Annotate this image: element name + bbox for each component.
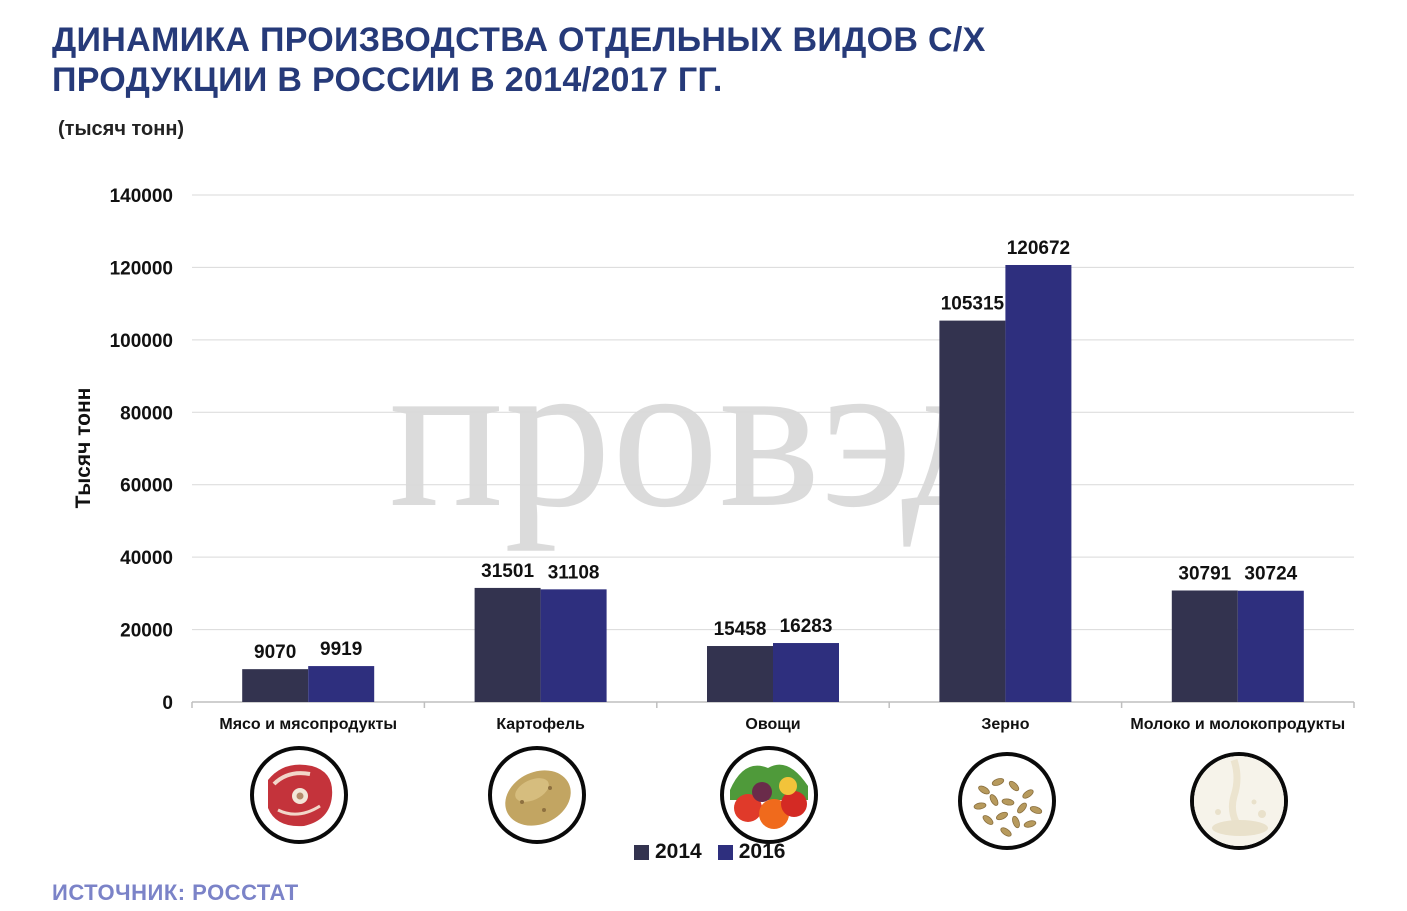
watermark-text: провэд [389, 313, 1011, 552]
data-label: 30724 [1244, 564, 1297, 585]
bar-2016 [540, 589, 607, 702]
milk-icon [1190, 752, 1288, 850]
chart-title-line-2: ПРОДУКЦИИ В РОССИИ В 2014/2017 ГГ. [52, 61, 723, 99]
legend-item-2014: 2014 [634, 840, 702, 864]
y-axis-title: Тысяч тонн [72, 388, 95, 509]
bars [242, 264, 1304, 702]
potato-icon [488, 746, 586, 844]
bar-2016 [308, 666, 375, 702]
x-tick-label: Мясо и мясопродукты [219, 716, 397, 733]
data-label: 9070 [254, 642, 296, 663]
bar-2014 [242, 669, 309, 702]
data-labels: 9070 31501 15458 105315 30791 9919 31108 16283 1… [254, 238, 1298, 663]
data-label: 120672 [1007, 238, 1070, 259]
data-label: 9919 [320, 639, 362, 660]
grain-icon [958, 752, 1056, 850]
y-tick-label: 40000 [120, 548, 173, 569]
bar-2014 [474, 587, 541, 702]
bar-2016 [1237, 590, 1304, 702]
data-label: 105315 [941, 294, 1005, 315]
legend: 2014 2016 [634, 840, 801, 864]
source-note: ИСТОЧНИК: РОССТАТ [52, 880, 299, 905]
meat-icon [250, 746, 348, 844]
legend-label-2016: 2016 [738, 840, 786, 863]
chart-title-line-1: ДИНАМИКА ПРОИЗВОДСТВА ОТДЕЛЬНЫХ ВИДОВ С/… [52, 21, 986, 59]
data-label: 30791 [1178, 563, 1231, 584]
bar-2014 [939, 320, 1006, 702]
y-tick-label: 60000 [120, 476, 173, 497]
data-label: 31501 [481, 561, 534, 582]
x-tick-label: Молоко и молокопродукты [1130, 716, 1345, 733]
data-label: 31108 [548, 562, 600, 583]
x-tick-label: Овощи [745, 716, 800, 733]
y-tick-label: 0 [162, 693, 173, 714]
chart-subtitle: (тысяч тонн) [58, 118, 185, 140]
chart-title: ДИНАМИКА ПРОИЗВОДСТВА ОТДЕЛЬНЫХ ВИДОВ С/… [52, 20, 1152, 100]
x-tick-label: Зерно [981, 716, 1029, 733]
y-tick-label: 80000 [120, 403, 173, 424]
legend-swatch-2016 [717, 844, 733, 860]
vegetables-icon [720, 746, 818, 844]
y-tick-label: 140000 [110, 186, 173, 207]
bar-2016 [773, 643, 839, 702]
data-label: 15458 [714, 619, 767, 640]
legend-swatch-2014 [634, 844, 649, 860]
data-label: 16283 [780, 616, 833, 637]
legend-item-2016: 2016 [717, 840, 786, 864]
y-tick-label: 120000 [110, 258, 173, 279]
x-tick-label: Картофель [496, 716, 585, 733]
legend-label-2014: 2014 [655, 840, 702, 863]
y-tick-label: 100000 [110, 331, 173, 352]
y-tick-label: 20000 [120, 621, 173, 642]
bar-2016 [1005, 264, 1072, 702]
bar-2014 [707, 646, 773, 702]
bar-2014 [1171, 590, 1238, 702]
gridlines [192, 194, 1354, 631]
